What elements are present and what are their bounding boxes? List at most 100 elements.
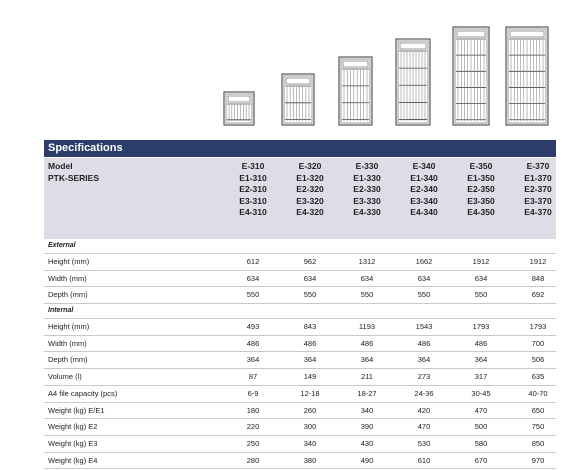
series-label: PTK-SERIES [48, 172, 100, 183]
table-cell: 848 [531, 273, 545, 283]
table-cell: 300 [303, 422, 317, 432]
model-column: E-370 E1-370 E2-370 E3-370 E4-370 [513, 161, 563, 219]
table-cell: 18-27 [357, 388, 377, 398]
table-cell: 843 [303, 322, 317, 332]
filing-cabinet-icon [452, 26, 490, 126]
row-label: Weight (kg) E3 [48, 438, 98, 448]
table-cell: 550 [360, 290, 374, 300]
model-code: E2-340 [410, 184, 438, 194]
model-code: E-310 [241, 161, 265, 171]
table-cell: 470 [474, 405, 488, 415]
table-cell: 180 [246, 405, 260, 415]
table-cell: 634 [360, 273, 374, 283]
table-cell: 1662 [415, 257, 433, 266]
table-cell: 364 [303, 355, 317, 365]
table-cell: 486 [417, 338, 431, 348]
model-code: E4-320 [296, 207, 324, 217]
model-code: E4-340 [410, 207, 438, 217]
model-code: E3-350 [467, 195, 495, 206]
table-cell: 340 [303, 438, 317, 448]
table-cell: 634 [246, 273, 260, 283]
model-code: E1-310 [239, 172, 267, 183]
model-label: Model [48, 161, 73, 171]
table-cell: 220 [246, 422, 260, 432]
filing-cabinet-icon [223, 91, 255, 126]
filing-cabinet-icon [395, 38, 431, 126]
model-column: E-340 E1-340 E2-340 E3-340 E4-340 [399, 161, 449, 219]
model-code: E-320 [298, 161, 322, 171]
specifications-table: Specifications Model PTK-SERIES E-310 E1-… [44, 140, 556, 470]
model-code: E-370 [526, 161, 550, 171]
table-cell: 550 [303, 290, 317, 300]
row-label: Weight (kg) E/E1 [48, 405, 105, 415]
table-cell: 24-36 [414, 388, 434, 398]
table-cell: 280 [246, 455, 260, 465]
table-row: Volume (l) 87 149 211 273 317 635 [44, 369, 556, 386]
table-cell: 610 [417, 455, 431, 465]
table-cell: 486 [303, 338, 317, 348]
model-column: E-350 E1-350 E2-350 E3-350 E4-350 [456, 161, 506, 219]
section-title: Internal [48, 307, 74, 315]
table-cell: 670 [474, 455, 488, 465]
table-cell: 580 [474, 438, 488, 448]
table-cell: 430 [360, 438, 374, 448]
table-cell: 700 [531, 338, 545, 348]
model-code: E3-320 [296, 195, 324, 206]
table-cell: 1543 [415, 322, 433, 332]
table-cell: 260 [303, 405, 317, 415]
filing-cabinet-icon [281, 73, 315, 126]
row-label: Depth (mm) [48, 290, 88, 300]
model-code: E-340 [412, 161, 436, 171]
model-code: E2-330 [353, 184, 381, 194]
table-cell: 211 [361, 372, 373, 382]
model-column: E-320 E1-320 E2-320 E3-320 E4-320 [285, 161, 335, 219]
spec-sections: External Height (mm) 612 962 1312 1662 1912 191… [44, 239, 556, 470]
model-code: E2-370 [524, 184, 552, 194]
table-cell: 506 [531, 355, 545, 365]
table-cell: 486 [246, 338, 260, 348]
model-code: E3-370 [524, 195, 552, 206]
table-cell: 634 [303, 273, 317, 283]
table-cell: 6-9 [247, 388, 259, 398]
table-cell: 340 [360, 405, 374, 415]
model-code: E2-310 [239, 184, 267, 194]
table-row: Width (mm) 486 486 486 486 486 700 [44, 336, 556, 353]
table-cell: 1912 [529, 257, 547, 266]
table-cell: 273 [417, 372, 431, 382]
table-cell: 380 [303, 455, 317, 465]
table-cell: 364 [360, 355, 374, 365]
table-cell: 550 [246, 290, 260, 300]
table-cell: 500 [474, 422, 488, 432]
table-cell: 12-18 [300, 388, 320, 398]
table-row: Weight (kg) E4 280 380 490 610 670 970 [44, 453, 556, 470]
model-column: E-310 E1-310 E2-310 E3-310 E4-310 [228, 161, 278, 219]
table-row: Weight (kg) E3 250 340 430 530 580 850 [44, 436, 556, 453]
model-code: E4-370 [524, 207, 552, 217]
table-cell: 635 [531, 372, 545, 382]
row-label: Height (mm) [48, 322, 90, 332]
cabinet-illustrations [223, 26, 549, 126]
table-cell: 490 [360, 455, 374, 465]
table-row: Height (mm) 612 962 1312 1662 1912 1912 [44, 254, 556, 271]
row-label: Weight (kg) E4 [48, 455, 98, 465]
table-row: Width (mm) 634 634 634 634 634 848 [44, 271, 556, 288]
table-cell: 1793 [472, 322, 490, 332]
table-cell: 87 [248, 372, 258, 382]
row-label: Depth (mm) [48, 355, 88, 365]
row-label: A4 file capacity (pcs) [48, 388, 118, 398]
row-label: Weight (kg) E2 [48, 422, 98, 432]
model-code: E3-330 [353, 195, 381, 206]
table-cell: 30-45 [471, 388, 491, 398]
model-code: E1-350 [467, 172, 495, 183]
table-cell: 650 [531, 405, 545, 415]
table-cell: 634 [474, 273, 488, 283]
table-cell: 317 [474, 372, 488, 382]
model-code: E1-330 [353, 172, 381, 183]
table-row: Weight (kg) E2 220 300 390 470 500 750 [44, 419, 556, 436]
table-cell: 1793 [529, 322, 547, 332]
table-cell: 850 [531, 438, 545, 448]
model-code: E4-330 [353, 207, 381, 217]
filing-cabinet-icon [338, 56, 373, 126]
model-code: E3-310 [239, 195, 267, 206]
table-cell: 40-70 [528, 388, 548, 398]
